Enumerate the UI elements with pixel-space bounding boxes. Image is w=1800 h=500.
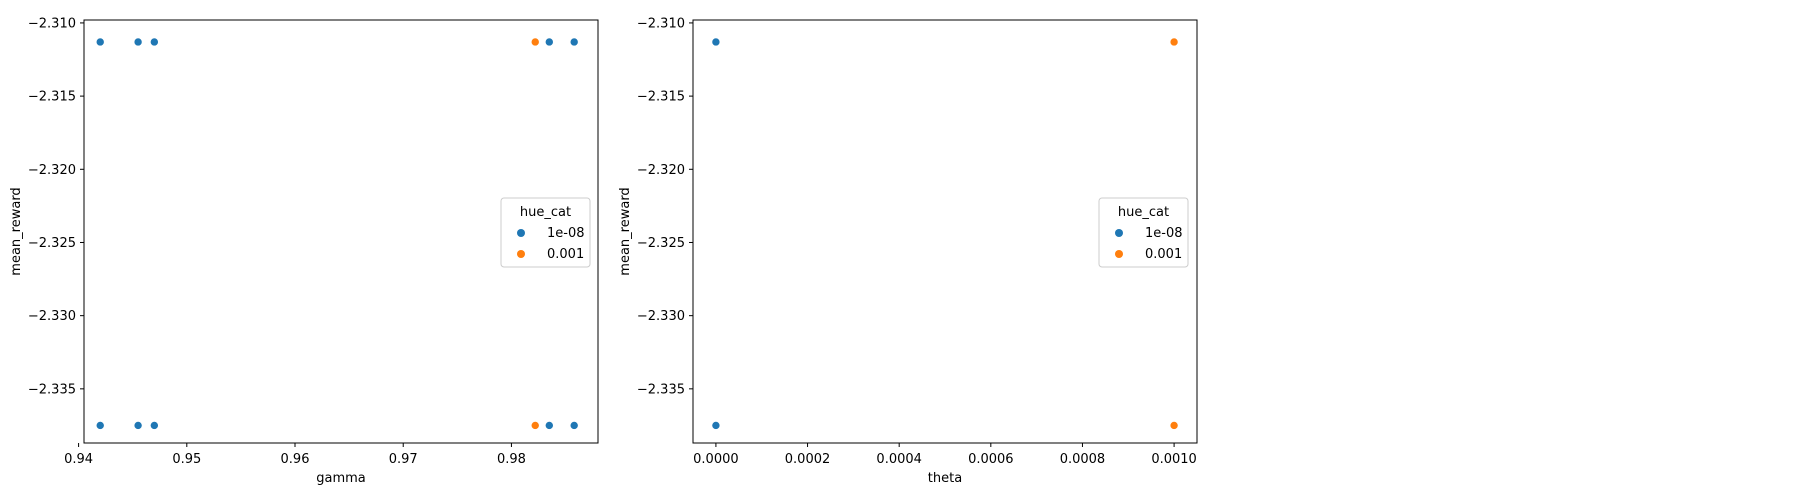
y-axis-label: mean_reward — [9, 187, 24, 275]
legend-marker — [1115, 229, 1123, 237]
legend-title: hue_cat — [1118, 205, 1169, 220]
legend-box — [500, 197, 591, 268]
legend-title: hue_cat — [520, 205, 571, 220]
y-tick-label: −2.330 — [637, 309, 685, 324]
data-point-series-a — [133, 421, 143, 430]
x-tick-label: 0.0006 — [968, 452, 1014, 467]
data-point-series-b — [530, 421, 540, 430]
legend-box — [1098, 197, 1189, 268]
data-point-series-a — [569, 37, 579, 47]
y-tick-label: −2.320 — [28, 163, 76, 178]
data-point-series-b — [1169, 37, 1179, 47]
x-axis-label: theta — [928, 471, 962, 486]
data-point-series-a — [150, 421, 159, 430]
chart-theta-vs-mean-reward: 0.0000 0.0002 0.0004 0.0006 0.0008 0.0010 −2.3… — [618, 16, 1198, 486]
legend-marker — [517, 250, 525, 258]
y-axis-label: mean_reward — [618, 187, 633, 275]
x-axis-label: gamma — [316, 471, 366, 486]
plot-frame — [692, 19, 1198, 444]
y-tick-label: −2.320 — [637, 163, 685, 178]
data-point-series-a — [711, 421, 721, 430]
data-point-series-b — [1169, 421, 1179, 430]
data-point-series-a — [569, 421, 579, 430]
y-tick-label: −2.335 — [637, 382, 685, 397]
legend-marker — [517, 229, 525, 237]
data-point-series-a — [133, 37, 143, 47]
y-tick-label: −2.325 — [28, 236, 76, 251]
x-tick-label: 0.0004 — [876, 452, 922, 467]
x-tick-label: 0.95 — [172, 452, 201, 467]
y-tick-label: −2.335 — [28, 382, 76, 397]
data-point-series-a — [545, 421, 554, 430]
x-tick-label: 0.0000 — [693, 452, 739, 467]
plot-frame — [83, 19, 599, 444]
y-tick-label: −2.330 — [28, 309, 76, 324]
x-tick-label: 0.98 — [497, 452, 526, 467]
y-tick-label: −2.310 — [28, 16, 76, 31]
x-tick-label: 0.0010 — [1151, 452, 1197, 467]
x-tick-label: 0.96 — [281, 452, 310, 467]
y-tick-label: −2.315 — [637, 90, 685, 105]
data-point-series-b — [530, 37, 540, 47]
y-tick-label: −2.325 — [637, 236, 685, 251]
legend-marker — [1115, 250, 1123, 258]
data-point-series-a — [150, 37, 159, 47]
y-tick-label: −2.315 — [28, 90, 76, 105]
legend-entry-label: 0.001 — [1145, 247, 1182, 262]
data-point-series-a — [545, 37, 554, 47]
legend: hue_cat 1e-08 0.001 — [500, 197, 591, 268]
chart-gamma-vs-mean-reward: 0.94 0.95 0.96 0.97 0.98 −2.310 −2.315 −2.320 −2… — [9, 16, 599, 486]
y-tick-label: −2.310 — [637, 16, 685, 31]
data-point-series-a — [95, 421, 105, 430]
legend: hue_cat 1e-08 0.001 — [1098, 197, 1189, 268]
data-point-series-a — [95, 37, 105, 47]
x-tick-label: 0.0008 — [1060, 452, 1106, 467]
x-tick-label: 0.94 — [64, 452, 93, 467]
x-tick-label: 0.0002 — [785, 452, 831, 467]
legend-entry-label: 1e-08 — [1145, 226, 1183, 241]
legend-entry-label: 1e-08 — [547, 226, 585, 241]
x-tick-label: 0.97 — [389, 452, 418, 467]
data-point-series-a — [711, 37, 721, 47]
legend-entry-label: 0.001 — [547, 247, 584, 262]
